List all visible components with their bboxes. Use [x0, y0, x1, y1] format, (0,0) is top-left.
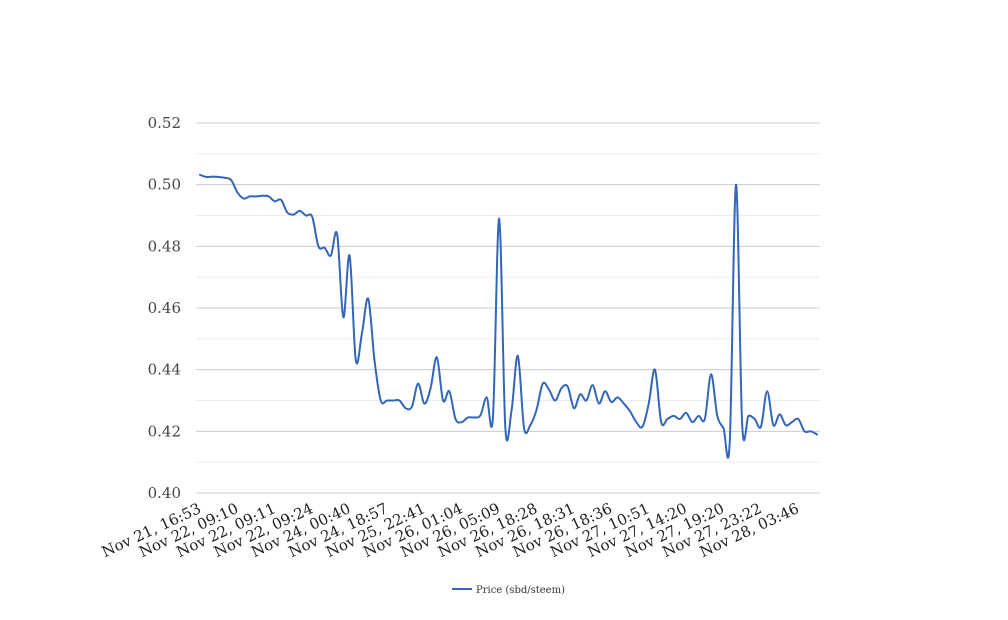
y-tick-label: 0.44: [148, 361, 181, 379]
gridlines: [196, 122, 820, 494]
y-tick-label: 0.42: [148, 422, 181, 440]
y-tick-label: 0.50: [148, 176, 181, 194]
legend-label: Price (sbd/steem): [476, 585, 565, 596]
legend: Price (sbd/steem): [452, 585, 565, 596]
y-axis-ticks: 0.40 0.42 0.44 0.46 0.48 0.50 0.52: [148, 114, 181, 502]
y-tick-label: 0.48: [148, 237, 181, 255]
y-tick-label: 0.52: [148, 114, 181, 132]
y-tick-label: 0.40: [148, 484, 181, 502]
series-layer: [199, 173, 818, 459]
y-tick-label: 0.46: [148, 299, 181, 317]
series-line: [199, 173, 818, 459]
